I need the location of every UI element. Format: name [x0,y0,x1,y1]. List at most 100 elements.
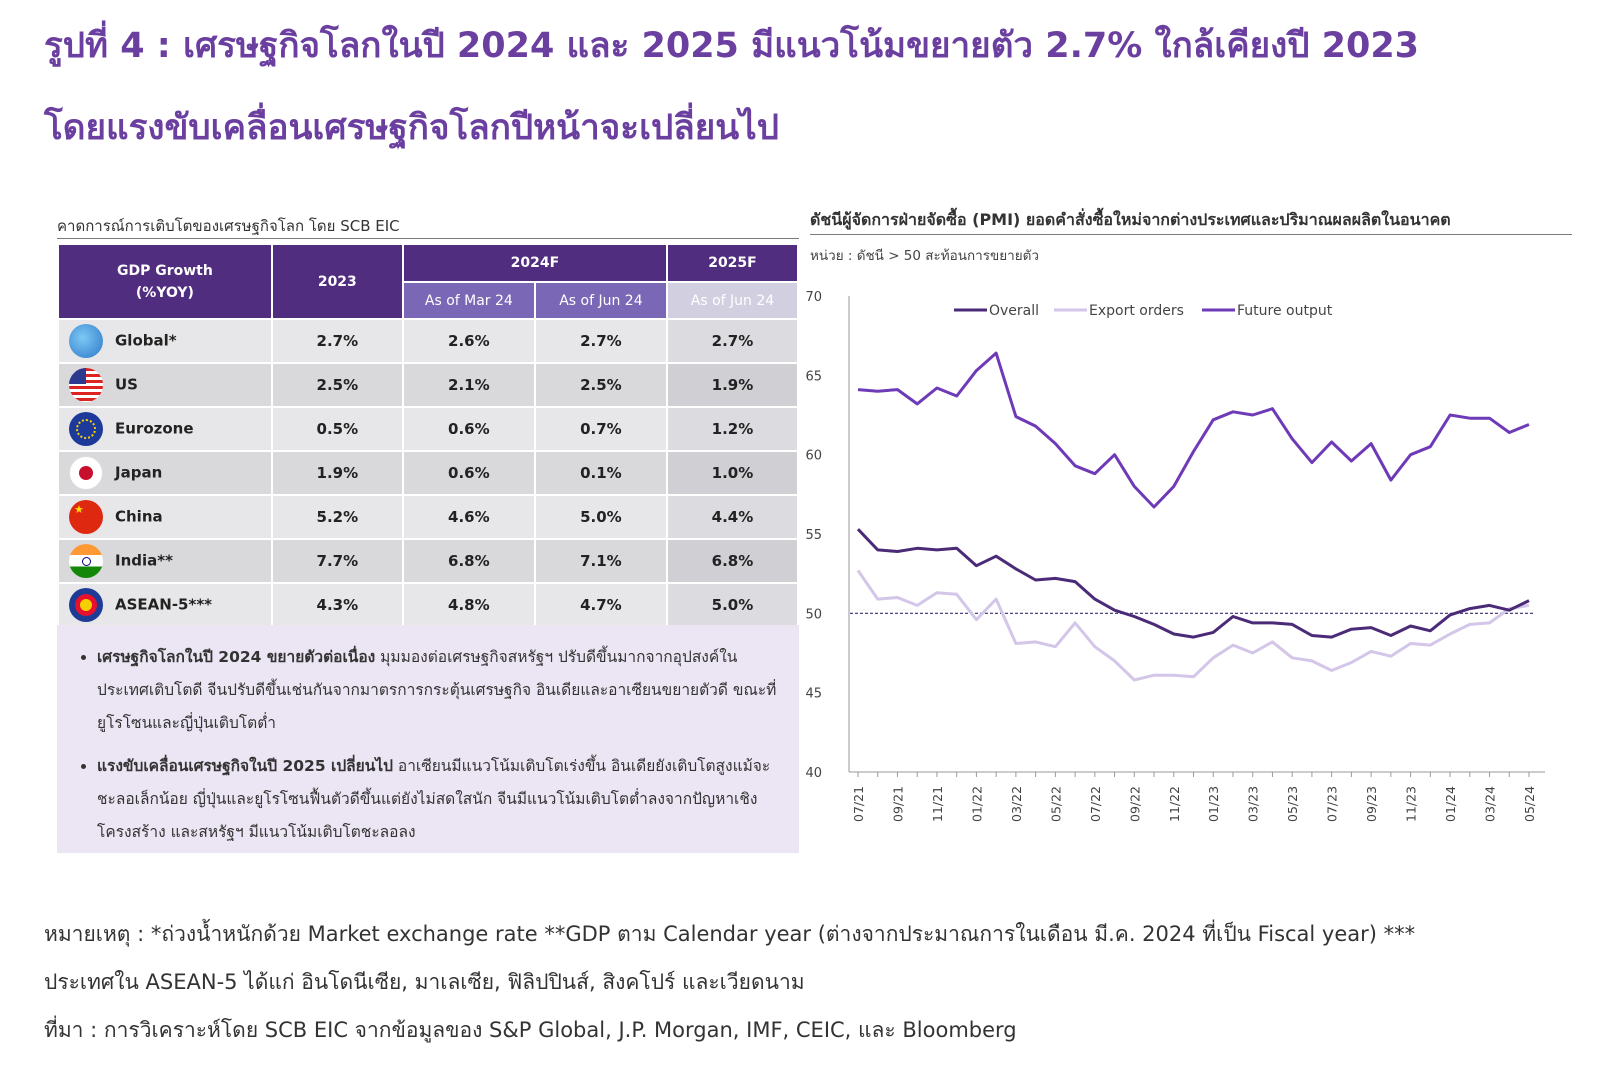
country-cell: Japan [57,450,273,496]
x-tick-label: 07/23 [1325,786,1340,822]
table-row: India** 7.7% 6.8% 7.1% 6.8% [57,538,800,584]
china-flag-icon [69,500,103,534]
country-name: India** [115,551,173,570]
table-row: China 5.2%4.6%5.0%4.4% [57,494,800,540]
growth-2024f-jun24-cell: 2.7% [533,318,668,364]
table-row: Japan 1.9% 0.6% 0.1% 1.0% [57,450,800,496]
pmi-line-chart: 40 45 50 55 60 65 70 07/21 09/21 11/21 01/22 03/22 0… [805,290,1545,822]
growth-2024f-mar24-cell: 4.8% [401,582,536,628]
growth-2023-cell: 7.7% [270,538,404,584]
table-caption: คาดการณ์การเติบโตของเศรษฐกิจโลก โดย SCB … [57,217,400,235]
country-name: Eurozone [115,419,194,438]
note-1-text: มุมมองต่อเศรษฐกิจสหรัฐฯ ปรับดีขึ้นมากจาก… [97,648,777,732]
growth-2023-cell: 4.3% [270,582,404,628]
japan-flag-icon [69,456,103,490]
country-cell: Global* [57,318,273,364]
notes-list: เศรษฐกิจโลกในปี 2024 ขยายตัวต่อเนื่อง มุ… [73,641,779,849]
y-tick-label: 50 [805,607,822,622]
x-tick-label: 05/24 [1522,786,1537,822]
growth-2025f-cell: 5.0% [665,582,800,628]
x-tick-label: 11/23 [1404,786,1419,822]
year-2024f-header: 2024F [401,243,668,283]
x-tick-label: 03/24 [1483,786,1498,822]
growth-2024f-jun24-cell: 7.1% [533,538,668,584]
growth-2025f-cell: 1.9% [665,362,800,408]
x-tick-label: 01/24 [1443,786,1458,822]
note-2-lead: แรงขับเคลื่อนเศรษฐกิจในปี 2025 เปลี่ยนไป [97,757,393,775]
globe-icon [69,324,103,358]
as-of-jun24-2025-header: As of Jun 24 [665,281,800,320]
legend-label: Overall [989,303,1039,319]
growth-2024f-mar24-cell: 2.6% [401,318,536,364]
growth-2025f-cell: 1.2% [665,406,800,452]
x-tick-label: 11/21 [930,786,945,822]
growth-2023-cell: 2.5% [270,362,404,408]
growth-2024f-jun24-cell: 5.0% [533,494,668,540]
series-line-export-orders [856,569,1530,682]
growth-2024f-jun24-cell: 4.7% [533,582,668,628]
x-tick-label: 05/23 [1285,786,1300,822]
as-of-jun24-header: As of Jun 24 [533,281,668,320]
x-tick-label: 11/22 [1167,786,1182,822]
note-bullet-2: แรงขับเคลื่อนเศรษฐกิจในปี 2025 เปลี่ยนไป… [97,750,779,849]
note-2-text: อาเซียนมีแนวโน้มเติบโตเร่งขึ้น อินเดียยั… [97,757,771,841]
footer-source: ที่มา : การวิเคราะห์โดย SCB EIC จากข้อมู… [44,1018,1017,1042]
as-of-mar24-header: As of Mar 24 [401,281,536,320]
growth-2023-cell: 2.7% [270,318,404,364]
footer-note-line-2: ประเทศใน ASEAN-5 ได้แก่ อินโดนีเซีย, มาเ… [44,970,805,994]
note-bullet-1: เศรษฐกิจโลกในปี 2024 ขยายตัวต่อเนื่อง มุ… [97,641,779,740]
legend-label: Export orders [1089,303,1184,319]
gdp-growth-header-line1: GDP Growth [116,262,213,279]
y-tick-label: 45 [805,687,822,702]
growth-2024f-mar24-cell: 2.1% [401,362,536,408]
growth-2024f-mar24-cell: 0.6% [401,406,536,452]
country-name: Global* [115,331,177,350]
x-tick-label: 03/23 [1246,786,1261,822]
y-tick-label: 60 [805,449,822,464]
growth-2023-cell: 1.9% [270,450,404,496]
eu-flag-icon [69,412,103,446]
country-name: Japan [115,463,163,482]
x-tick-label: 09/21 [890,786,905,822]
note-1-lead: เศรษฐกิจโลกในปี 2024 ขยายตัวต่อเนื่อง [97,648,376,666]
legend-label: Future output [1237,303,1333,319]
x-tick-label: 05/22 [1048,786,1063,822]
country-name: China [115,507,163,526]
growth-2024f-mar24-cell: 4.6% [401,494,536,540]
notes-box: เศรษฐกิจโลกในปี 2024 ขยายตัวต่อเนื่อง มุ… [57,625,799,853]
country-cell: ASEAN-5*** [57,582,273,628]
page-title-line-2: โดยแรงขับเคลื่อนเศรษฐกิจโลกปีหน้าจะเปลี่… [44,108,779,148]
growth-2024f-jun24-cell: 0.7% [533,406,668,452]
footer-note-line-1: หมายเหตุ : *ถ่วงน้ำหนักด้วย Market excha… [44,922,1416,946]
us-flag-icon [69,368,103,402]
growth-2023-cell: 0.5% [270,406,404,452]
year-2025f-header: 2025F [665,243,800,283]
country-cell: US [57,362,273,408]
asean-flag-icon [69,588,103,622]
series-line-overall [856,528,1530,639]
country-cell: India** [57,538,273,584]
x-tick-label: 09/22 [1127,786,1142,822]
growth-2023-cell: 5.2% [270,494,404,540]
page-title-line-1: รูปที่ 4 : เศรษฐกิจโลกในปี 2024 และ 2025… [44,26,1420,66]
country-cell: China [57,494,273,540]
gdp-growth-table: GDP Growth (%YOY) 2023 2024F 2025F As of… [57,243,800,628]
y-tick-label: 70 [805,290,822,305]
country-cell: Eurozone [57,406,273,452]
x-tick-label: 01/23 [1206,786,1221,822]
x-tick-label: 01/22 [969,786,984,822]
y-tick-label: 40 [805,766,822,781]
country-name: US [115,375,138,394]
table-row: ASEAN-5*** 4.3% 4.8% 4.7% 5.0% [57,582,800,628]
chart-title-rule [810,234,1572,235]
chart-title: ดัชนีผู้จัดการฝ่ายจัดซื้อ (PMI) ยอดคำสั่… [810,210,1451,229]
year-2023-header: 2023 [270,243,404,320]
growth-2024f-jun24-cell: 2.5% [533,362,668,408]
growth-2025f-cell: 1.0% [665,450,800,496]
growth-2024f-jun24-cell: 0.1% [533,450,668,496]
india-flag-icon [69,544,103,578]
growth-2024f-mar24-cell: 0.6% [401,450,536,496]
table-row: Eurozone 0.5% 0.6% 0.7% 1.2% [57,406,800,452]
table-row: Global* 2.7% 2.6% 2.7% 2.7% [57,318,800,364]
series-line-future-output [857,351,1530,509]
